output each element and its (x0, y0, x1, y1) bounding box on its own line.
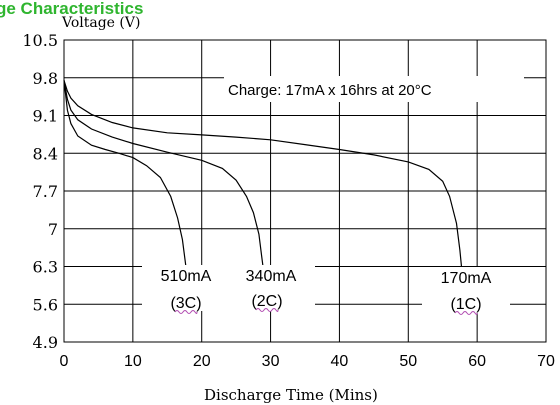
x-tick-label: 30 (262, 353, 280, 370)
spellcheck-underline (174, 310, 198, 314)
series-label-background (142, 265, 230, 311)
charge-annotation: Charge: 17mA x 16hrs at 20°C (228, 82, 432, 99)
series-line-340mA (63, 80, 265, 272)
y-tick-label: 4.9 (33, 333, 58, 352)
series-line-170mA (63, 80, 463, 272)
y-tick-label: 5.6 (33, 295, 58, 314)
y-tick-label: 9.8 (33, 69, 58, 88)
x-tick-label: 20 (193, 353, 211, 370)
chart-title: ge Characteristics (0, 0, 143, 18)
series-curves (63, 80, 463, 272)
series-line-510mA (63, 80, 188, 272)
series-label-340mA: 340mA (246, 268, 297, 285)
x-tick-label: 40 (331, 353, 349, 370)
series-label-510mA: 510mA (161, 268, 212, 285)
y-tick-labels: 10.5 9.8 9.1 8.4 7.7 7 6.3 5.6 4.9 (22, 31, 58, 352)
series-label-background (422, 267, 510, 313)
y-tick-label: 9.1 (33, 107, 58, 126)
y-tick-label: 10.5 (22, 31, 58, 50)
x-tick-label: 60 (468, 353, 486, 370)
series-rate-label: (3C) (170, 295, 201, 312)
annotation-background (224, 76, 524, 102)
x-tick-labels: 0 10 20 30 40 50 60 70 (60, 353, 555, 370)
x-tick-label: 50 (399, 353, 417, 370)
series-labels: 170mA (1C) 340mA (2C) 510mA (3C) (142, 265, 510, 315)
spellcheck-underline (255, 308, 279, 312)
y-tick-label: 8.4 (33, 144, 58, 163)
plot-frame (63, 39, 547, 343)
y-tick-label: 7 (48, 220, 58, 239)
y-axis-label: Voltage (V) (61, 15, 140, 31)
x-axis-label: Discharge Time (Mins) (204, 386, 378, 404)
x-tick-label: 70 (537, 353, 555, 370)
series-label-170mA: 170mA (441, 270, 492, 287)
x-tick-label: 0 (60, 353, 69, 370)
series-label-background (227, 265, 315, 311)
x-tick-label: 10 (124, 353, 142, 370)
annotation-box: Charge: 17mA x 16hrs at 20°C (224, 76, 524, 102)
series-rate-label: (1C) (450, 296, 481, 313)
y-tick-label: 7.7 (33, 182, 58, 201)
series-rate-label: (2C) (251, 293, 282, 310)
y-tick-label: 6.3 (33, 258, 58, 277)
spellcheck-underline (454, 311, 478, 315)
